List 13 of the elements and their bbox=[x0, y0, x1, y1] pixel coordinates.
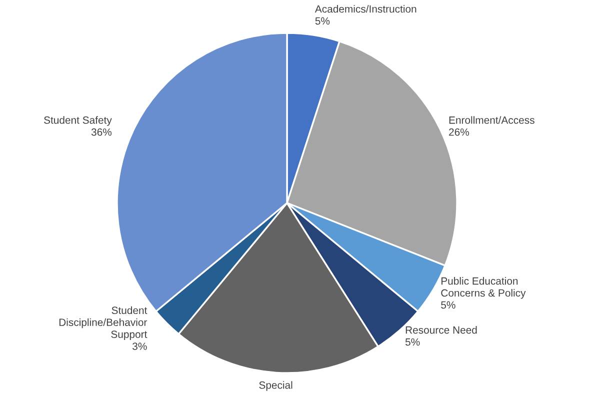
data-label: 36% bbox=[91, 128, 112, 136]
data-label: 5% bbox=[315, 17, 330, 25]
slice-label: Student Discipline/Behavior Support bbox=[59, 306, 148, 340]
slice-label: Student Safety bbox=[44, 116, 112, 126]
data-label: 5% bbox=[441, 301, 456, 309]
data-label: 26% bbox=[449, 128, 469, 136]
slice-label: Special bbox=[259, 381, 292, 391]
slice-label: Academics/Instruction bbox=[314, 5, 416, 13]
slice-label: Public Education Concerns & Policy bbox=[441, 277, 526, 299]
data-label: 3% bbox=[132, 342, 147, 350]
slice-label: Resource Need bbox=[406, 326, 477, 334]
data-label: 5% bbox=[405, 338, 420, 346]
slice-label: Enrollment/Access bbox=[449, 116, 534, 124]
